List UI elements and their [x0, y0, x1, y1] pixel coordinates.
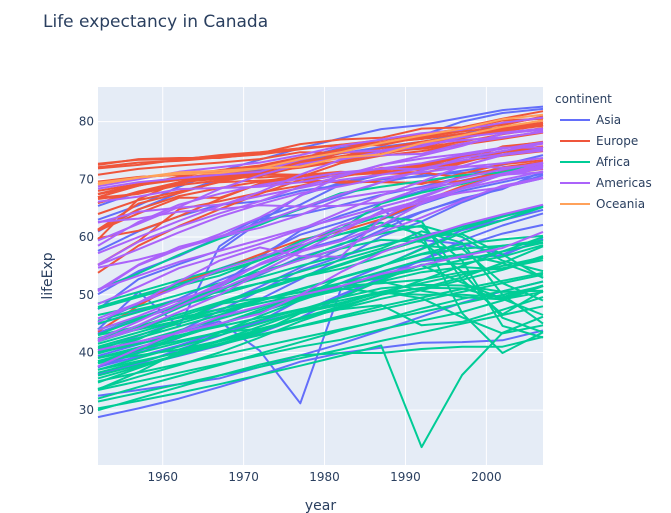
series-line-americas: [97, 176, 544, 342]
x-tick-label: 1980: [309, 470, 340, 484]
series-line-americas: [97, 127, 544, 255]
series-line-americas: [97, 177, 544, 343]
legend[interactable]: continent Asia Europe Africa Americas Oceani…: [555, 92, 652, 211]
series-line-europe: [97, 146, 544, 231]
series-line-africa: [97, 285, 544, 383]
x-axis-ticks: 1960 1970 1980 1990 2000: [147, 470, 501, 484]
x-tick-label: 2000: [471, 470, 502, 484]
series-line-africa: [97, 315, 544, 449]
series-line-africa: [97, 236, 544, 363]
series-line-americas: [97, 142, 544, 291]
legend-label: Oceania: [596, 197, 645, 211]
series-lines: [97, 105, 544, 449]
series-line-americas: [97, 141, 544, 203]
y-axis-ticks: 30 40 50 60 70 80: [79, 115, 94, 418]
legend-title: continent: [555, 92, 612, 106]
series-line-asia: [97, 172, 544, 326]
series-line-asia: [97, 329, 544, 419]
legend-label: Africa: [596, 155, 630, 169]
series-line-americas: [97, 230, 544, 368]
legend-item-europe[interactable]: Europe: [560, 134, 638, 148]
series-line-oceania: [97, 113, 544, 186]
series-line-americas: [97, 157, 544, 267]
chart-title: Life expectancy in Canada: [43, 12, 269, 32]
series-line-africa: [97, 204, 544, 341]
series-line-americas: [97, 149, 544, 305]
series-line-africa: [97, 273, 544, 371]
series-line-africa: [97, 284, 544, 371]
series-line-africa: [97, 285, 544, 391]
legend-item-americas[interactable]: Americas: [560, 176, 652, 190]
series-line-europe: [97, 110, 544, 166]
legend-item-asia[interactable]: Asia: [560, 113, 621, 127]
x-tick-label: 1970: [228, 470, 259, 484]
series-line-americas: [97, 170, 544, 331]
y-axis-title: lifeExp: [40, 252, 56, 299]
series-line-africa: [97, 256, 544, 354]
series-line-africa: [97, 283, 544, 365]
legend-item-africa[interactable]: Africa: [560, 155, 630, 169]
legend-items[interactable]: Asia Europe Africa Americas Oceania: [560, 113, 652, 211]
y-tick-label: 30: [79, 403, 94, 417]
y-tick-label: 40: [79, 345, 94, 359]
legend-item-oceania[interactable]: Oceania: [560, 197, 645, 211]
y-tick-label: 50: [79, 288, 94, 302]
series-line-africa: [97, 253, 544, 337]
series-line-africa: [97, 224, 544, 342]
series-line-americas: [97, 146, 543, 266]
series-line-africa: [97, 271, 544, 377]
x-tick-label: 1990: [390, 470, 421, 484]
y-tick-label: 70: [79, 172, 94, 186]
series-line-africa: [97, 305, 544, 403]
y-tick-label: 60: [79, 230, 94, 244]
y-tick-label: 80: [79, 115, 94, 129]
legend-label: Europe: [596, 134, 638, 148]
x-tick-label: 1960: [147, 470, 178, 484]
legend-label: Asia: [596, 113, 621, 127]
legend-label: Americas: [596, 176, 652, 190]
series-line-americas: [97, 171, 544, 223]
series-line-africa: [97, 245, 544, 353]
x-axis-title: year: [305, 498, 336, 513]
series-line-africa: [97, 230, 544, 331]
series-line-oceania: [97, 119, 544, 184]
